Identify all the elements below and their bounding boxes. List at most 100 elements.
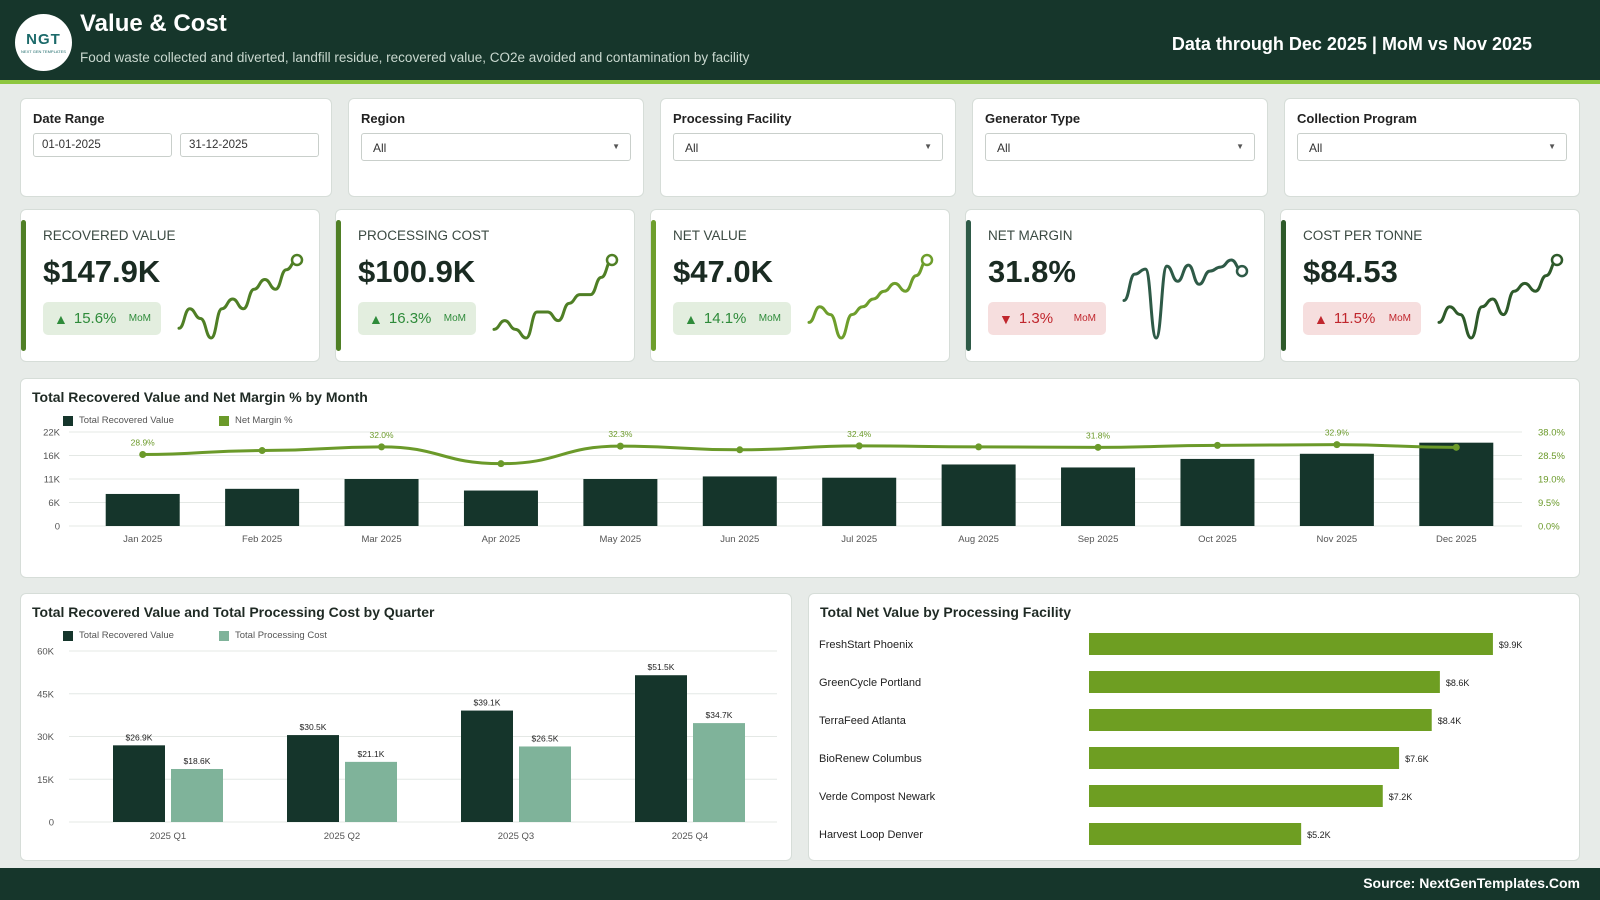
x-tick-label: 2025 Q2	[324, 831, 360, 842]
filter-label: Generator Type	[985, 111, 1081, 126]
dropdown-value: All	[997, 141, 1011, 155]
y2-tick-label: 38.0%	[1538, 428, 1565, 439]
logo-subtext: NEXT GEN TEMPLATES	[21, 48, 66, 54]
kpi-change-value: 1.3%	[1018, 310, 1054, 327]
generator-type-dropdown[interactable]: All ▼	[985, 133, 1255, 161]
region-dropdown[interactable]: All ▼	[361, 133, 631, 161]
x-tick-label: Jul 2025	[841, 534, 877, 545]
x-tick-label: Jan 2025	[123, 534, 162, 545]
legend-swatch	[219, 415, 229, 426]
bar-net-value	[1089, 823, 1302, 845]
collection-program-dropdown[interactable]: All ▼	[1297, 133, 1567, 161]
end-date-input[interactable]: 31-12-2025	[180, 133, 319, 157]
bar-net-value	[1089, 671, 1440, 693]
kpi-label: COST PER TONNE	[1303, 228, 1423, 243]
legend-item: Total Recovered Value	[63, 630, 174, 641]
kpi-card: RECOVERED VALUE $147.9K ▲ 15.6% MoM	[20, 209, 320, 362]
chart-title: Total Recovered Value and Total Processi…	[32, 604, 435, 620]
sparkline-end-marker	[290, 253, 304, 267]
facility-chart-panel: Total Net Value by Processing Facility F…	[808, 593, 1580, 861]
dropdown-value: All	[685, 141, 699, 155]
bar-processing-cost	[693, 723, 745, 822]
legend-item: Total Recovered Value	[63, 415, 174, 426]
triangle-down-icon: ▼	[999, 310, 1013, 327]
net-margin-point	[1452, 443, 1460, 451]
legend-item: Net Margin %	[219, 415, 293, 426]
x-tick-label: Nov 2025	[1317, 534, 1358, 545]
net-margin-point	[616, 442, 624, 450]
x-tick-label: Jun 2025	[720, 534, 759, 545]
logo-text: NGT	[26, 30, 61, 48]
legend-label: Net Margin %	[235, 415, 293, 426]
bar-value-label: $9.9K	[1499, 640, 1523, 650]
net-margin-point	[139, 451, 147, 459]
bar-recovered-value	[941, 464, 1016, 526]
dropdown-value: All	[373, 141, 387, 155]
y-tick-label: 0	[55, 522, 60, 533]
bar-recovered-value	[113, 745, 165, 822]
filter-collection-program: Collection Program All ▼	[1284, 98, 1580, 197]
kpi-card: COST PER TONNE $84.53 ▲ 11.5% MoM	[1280, 209, 1580, 362]
kpi-accent-bar	[651, 220, 656, 351]
bar-recovered-value	[105, 493, 180, 526]
x-tick-label: May 2025	[600, 534, 642, 545]
x-tick-label: Mar 2025	[361, 534, 401, 545]
y-tick-label: 6K	[48, 498, 60, 509]
sparkline-end-marker	[1550, 253, 1564, 267]
bar-value-label: $34.7K	[706, 710, 733, 720]
kpi-change-badge: ▲ 16.3% MoM	[358, 302, 476, 335]
bar-value-label: $18.6K	[184, 756, 211, 766]
bar-value-label: $7.6K	[1405, 754, 1429, 764]
net-margin-point	[855, 442, 863, 450]
kpi-change-value: 14.1%	[703, 310, 747, 327]
bar-net-value	[1089, 633, 1493, 655]
kpi-change-period: MoM	[1388, 313, 1411, 324]
legend-label: Total Recovered Value	[79, 415, 174, 426]
logo: NGT NEXT GEN TEMPLATES	[15, 14, 72, 71]
facility-label: BioRenew Columbus	[819, 753, 922, 765]
kpi-card: NET MARGIN 31.8% ▼ 1.3% MoM	[965, 209, 1265, 362]
bar-recovered-value	[1180, 458, 1255, 526]
bar-value-label: $21.1K	[358, 749, 385, 759]
facility-label: GreenCycle Portland	[819, 677, 921, 689]
facility-label: FreshStart Phoenix	[819, 639, 914, 651]
kpi-value: 31.8%	[988, 254, 1076, 289]
net-margin-point	[1094, 443, 1102, 451]
triangle-up-icon: ▲	[369, 310, 383, 327]
kpi-change-period: MoM	[1073, 313, 1096, 324]
kpi-sparkline	[177, 253, 304, 340]
y-tick-label: 11K	[44, 475, 61, 486]
bar-value-label: $7.2K	[1389, 792, 1413, 802]
filter-generator-type: Generator Type All ▼	[972, 98, 1268, 197]
x-tick-label: Feb 2025	[242, 534, 282, 545]
kpi-value: $47.0K	[673, 254, 773, 289]
net-margin-point	[736, 446, 744, 454]
triangle-up-icon: ▲	[54, 310, 68, 327]
kpi-change-value: 15.6%	[73, 310, 117, 327]
facility-dropdown[interactable]: All ▼	[673, 133, 943, 161]
kpi-label: PROCESSING COST	[358, 228, 490, 243]
x-tick-label: Sep 2025	[1078, 534, 1119, 545]
bar-value-label: $51.5K	[648, 662, 675, 672]
x-tick-label: 2025 Q3	[498, 831, 534, 842]
net-margin-point	[378, 443, 386, 451]
legend-swatch	[63, 415, 73, 426]
bar-processing-cost	[171, 768, 223, 822]
kpi-change-value: 16.3%	[388, 310, 432, 327]
bar-value-label: $8.4K	[1438, 716, 1462, 726]
y2-tick-label: 28.5%	[1538, 451, 1565, 462]
kpi-change-period: MoM	[128, 313, 151, 324]
kpi-value: $147.9K	[43, 254, 161, 289]
filter-label: Processing Facility	[673, 111, 792, 126]
start-date-input[interactable]: 01-01-2025	[33, 133, 172, 157]
kpi-change-badge: ▼ 1.3% MoM	[988, 302, 1106, 335]
bar-recovered-value	[225, 488, 300, 526]
facility-chart: FreshStart Phoenix $9.9K GreenCycle Portla…	[819, 633, 1523, 845]
bar-net-value	[1089, 709, 1432, 731]
bar-recovered-value	[1061, 467, 1136, 526]
filter-label: Region	[361, 111, 406, 126]
legend-label: Total Processing Cost	[235, 630, 327, 641]
kpi-label: NET MARGIN	[988, 228, 1073, 243]
kpi-change-badge: ▲ 14.1% MoM	[673, 302, 791, 335]
x-tick-label: Oct 2025	[1198, 534, 1237, 545]
